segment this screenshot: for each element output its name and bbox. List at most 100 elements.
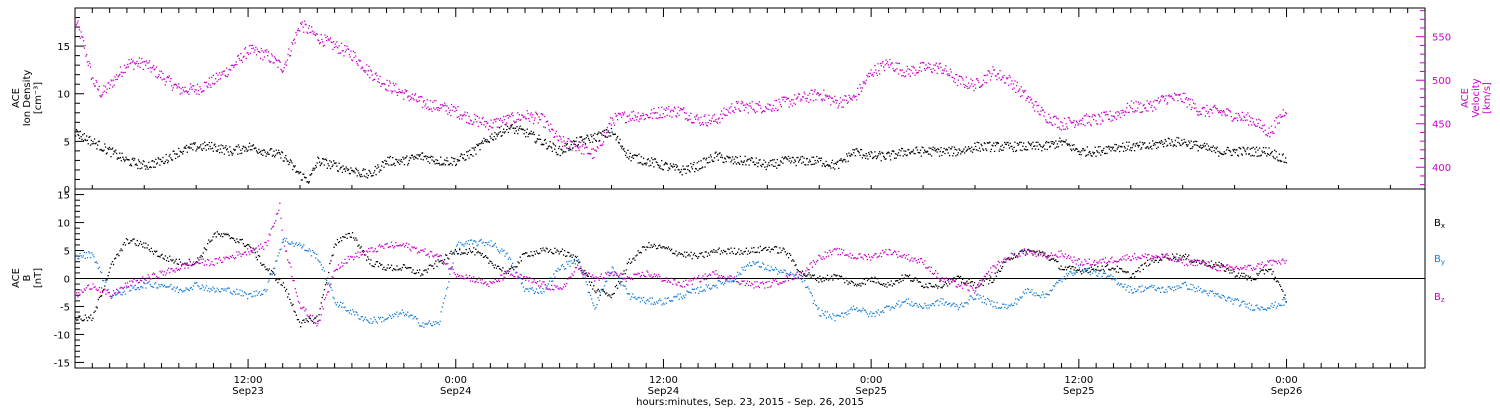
data-point [1153, 106, 1155, 108]
data-point [661, 304, 663, 306]
data-point [912, 280, 914, 282]
data-point [1185, 141, 1187, 144]
data-point [735, 101, 738, 103]
data-point [889, 58, 891, 61]
data-point [301, 179, 303, 181]
data-point [1189, 148, 1192, 150]
data-point [568, 252, 570, 254]
data-point [189, 147, 191, 149]
data-point [1144, 107, 1147, 109]
data-point [1173, 144, 1175, 146]
data-point [831, 275, 833, 277]
data-point [794, 159, 796, 161]
data-point [1024, 89, 1026, 92]
data-point [587, 135, 589, 137]
data-point [1126, 107, 1128, 109]
data-point [186, 288, 188, 290]
data-point [223, 153, 225, 155]
data-point [1178, 94, 1181, 96]
data-point [978, 147, 981, 149]
data-point [641, 299, 644, 302]
data-point [293, 310, 295, 312]
data-point [634, 114, 636, 116]
data-point [749, 158, 751, 160]
data-point [960, 151, 963, 153]
data-point [393, 84, 395, 86]
data-point [562, 145, 564, 148]
data-point [249, 245, 251, 248]
data-point [150, 247, 152, 249]
data-point [782, 99, 784, 101]
data-point [761, 262, 764, 264]
data-point [126, 286, 129, 288]
data-point [457, 241, 460, 243]
data-point [1025, 99, 1027, 102]
data-point [1132, 144, 1134, 146]
data-point [232, 237, 235, 240]
data-point [302, 319, 304, 322]
data-point [80, 31, 82, 33]
data-point [925, 64, 927, 66]
data-point [809, 274, 811, 276]
data-point [620, 145, 622, 147]
data-point [123, 290, 125, 292]
data-point [196, 83, 199, 86]
data-point [1066, 266, 1069, 269]
data-point [230, 150, 232, 153]
data-point [306, 181, 308, 183]
data-point [989, 279, 991, 281]
data-point [970, 150, 972, 152]
data-point [392, 163, 395, 165]
data-point [1211, 146, 1214, 149]
data-point [662, 113, 664, 115]
data-point [434, 263, 436, 265]
data-point [300, 22, 302, 24]
data-point [340, 42, 343, 44]
data-point [720, 110, 723, 112]
data-point [540, 143, 542, 146]
data-point [368, 65, 370, 67]
data-point [585, 146, 587, 148]
data-point [788, 106, 790, 108]
data-point [1250, 155, 1252, 157]
data-point [1058, 126, 1060, 128]
data-point [673, 165, 675, 167]
data-point [400, 92, 402, 94]
data-point [382, 161, 384, 164]
data-point [820, 279, 822, 281]
field-tick-label: -15 [54, 358, 70, 369]
data-point [1024, 254, 1027, 256]
data-point [89, 317, 91, 319]
data-point [284, 240, 287, 242]
data-point [215, 146, 217, 148]
data-point [1268, 268, 1270, 271]
data-point [333, 162, 336, 164]
data-point [321, 269, 323, 271]
data-point [905, 70, 908, 72]
data-point [132, 238, 134, 240]
data-point [809, 92, 811, 94]
data-point [1181, 101, 1184, 103]
data-point [334, 162, 336, 164]
data-point [938, 148, 940, 151]
data-point [94, 261, 96, 264]
data-point [871, 73, 874, 75]
data-point [1071, 266, 1073, 268]
data-point [90, 257, 92, 259]
data-point [758, 251, 760, 254]
data-point [403, 164, 406, 166]
data-point [75, 254, 77, 256]
data-point [360, 316, 362, 318]
data-point [447, 286, 449, 288]
data-point [1120, 145, 1122, 148]
data-point [296, 171, 299, 173]
data-point [157, 287, 159, 289]
data-point [120, 248, 122, 250]
data-point [825, 160, 827, 163]
data-point [653, 243, 655, 245]
data-point [135, 163, 137, 165]
data-point [288, 293, 290, 295]
data-point [106, 88, 108, 90]
data-point [224, 74, 226, 76]
data-point [582, 271, 584, 273]
